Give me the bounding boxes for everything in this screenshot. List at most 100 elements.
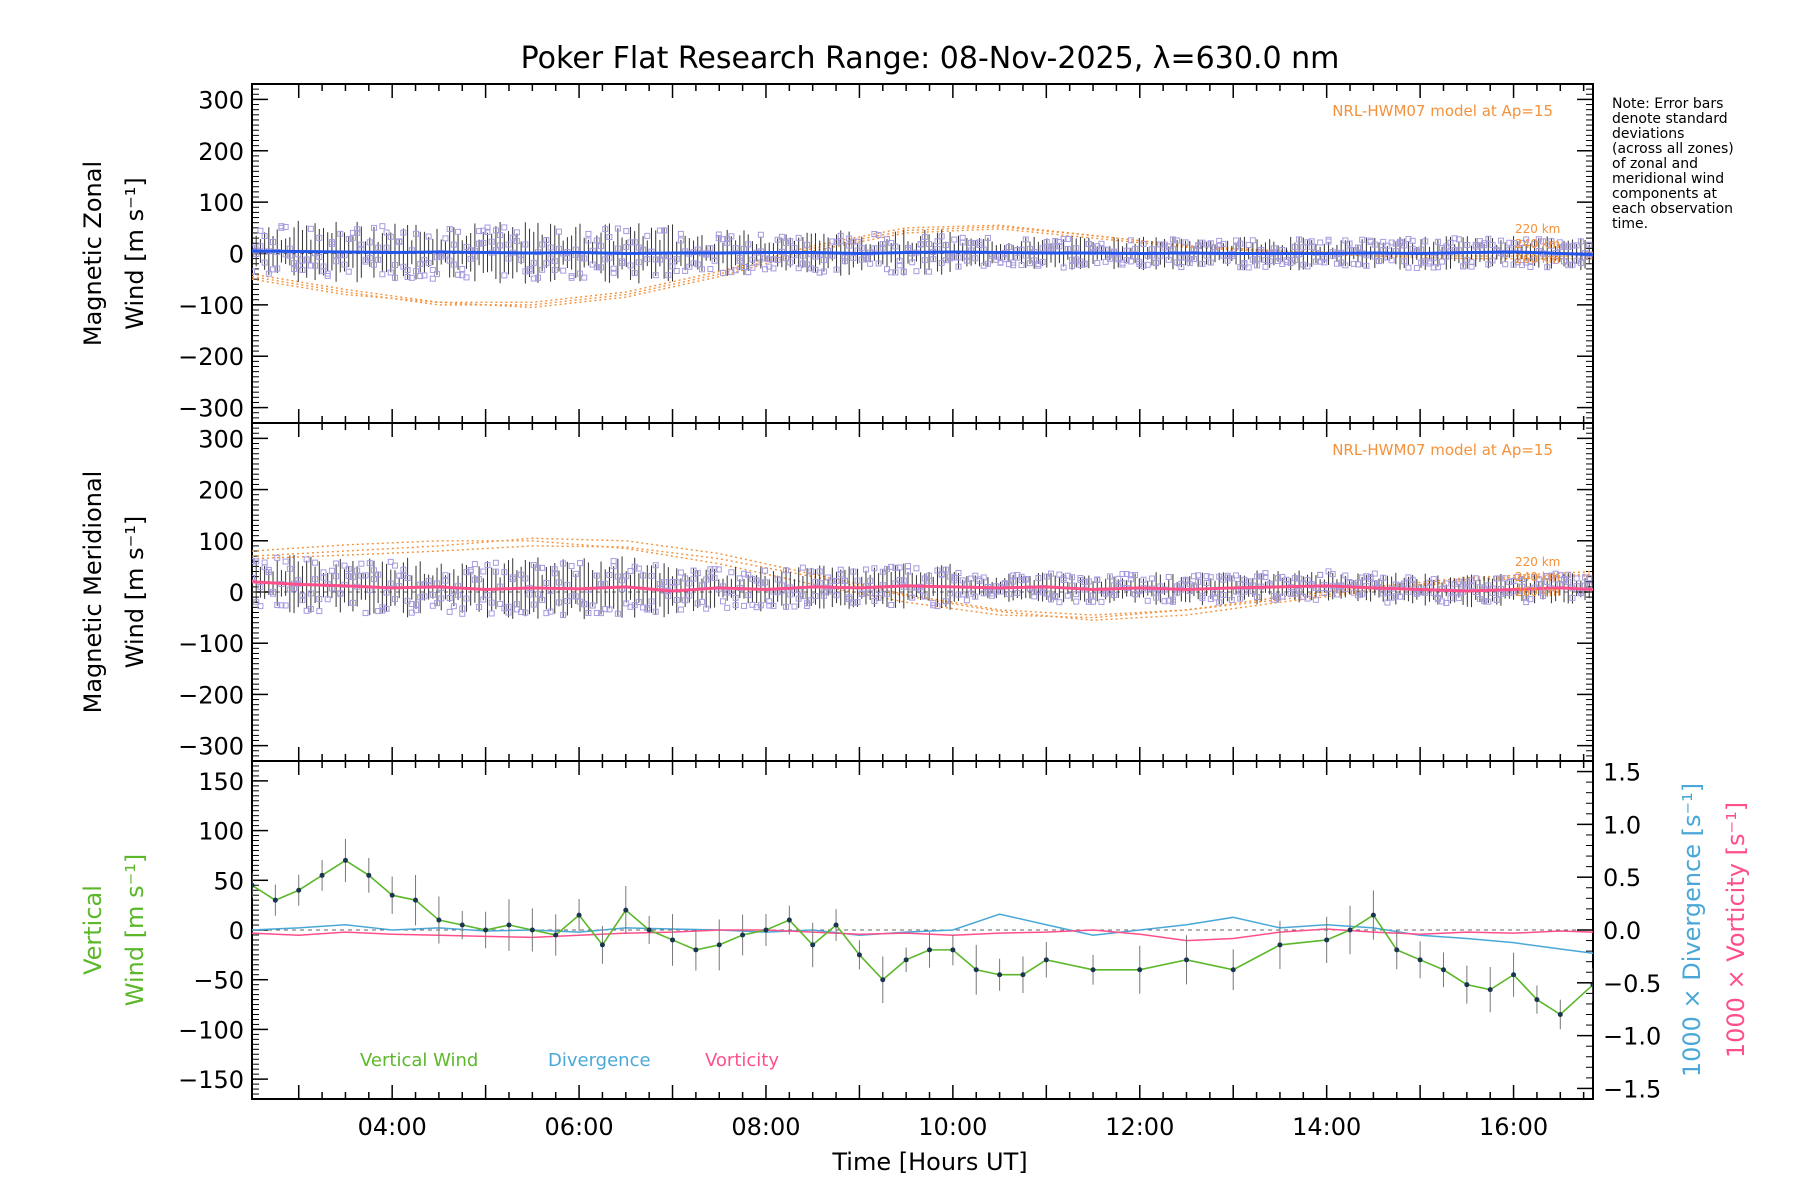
zone-wind-marker bbox=[976, 241, 983, 248]
zone-wind-marker bbox=[972, 240, 979, 247]
zone-wind-marker bbox=[610, 563, 617, 570]
zone-wind-marker bbox=[959, 234, 966, 241]
zone-wind-marker bbox=[539, 241, 546, 248]
zone-wind-marker bbox=[1014, 589, 1021, 596]
vertical-wind-point bbox=[1557, 1012, 1563, 1017]
zone-wind-marker bbox=[450, 241, 457, 248]
zone-wind-marker bbox=[1434, 238, 1441, 245]
y2-tick-label: 1.5 bbox=[1603, 759, 1641, 787]
zone-wind-marker bbox=[871, 231, 878, 238]
vertical-wind-point bbox=[252, 882, 255, 888]
y-tick-label: −200 bbox=[178, 681, 244, 709]
zone-wind-marker bbox=[1254, 255, 1261, 262]
zone-wind-marker bbox=[892, 243, 899, 250]
zone-wind-marker bbox=[476, 576, 483, 583]
zone-wind-marker bbox=[707, 573, 714, 580]
zone-wind-marker bbox=[480, 239, 487, 246]
zone-wind-marker bbox=[543, 237, 550, 244]
zone-wind-marker bbox=[252, 574, 255, 581]
zone-wind-marker bbox=[1174, 259, 1181, 266]
zone-wind-marker bbox=[833, 578, 840, 585]
zone-wind-marker bbox=[1203, 241, 1210, 248]
zone-wind-marker bbox=[1064, 572, 1071, 579]
zone-wind-marker bbox=[1195, 572, 1202, 579]
zone-wind-marker bbox=[677, 606, 684, 613]
zone-wind-marker bbox=[930, 256, 937, 263]
zone-wind-marker bbox=[526, 591, 533, 598]
zone-wind-marker bbox=[913, 268, 920, 275]
zone-wind-marker bbox=[829, 238, 836, 245]
zone-wind-marker bbox=[858, 256, 865, 263]
zone-wind-marker bbox=[606, 606, 613, 613]
zone-wind-marker bbox=[736, 257, 743, 264]
zone-wind-marker bbox=[909, 594, 916, 601]
zone-wind-marker bbox=[577, 270, 584, 277]
zone-wind-marker bbox=[1354, 592, 1361, 599]
vertical-wind-point bbox=[880, 977, 886, 983]
zone-wind-marker bbox=[1262, 256, 1269, 263]
plot-area bbox=[252, 838, 1593, 1030]
zone-wind-marker bbox=[539, 564, 546, 571]
zone-wind-marker bbox=[707, 566, 714, 573]
zone-wind-marker bbox=[715, 231, 722, 238]
zone-wind-marker bbox=[951, 574, 958, 581]
zone-wind-marker bbox=[446, 594, 453, 601]
zone-wind-marker bbox=[1182, 239, 1189, 246]
vertical-wind-point bbox=[833, 922, 839, 928]
zone-wind-marker bbox=[984, 234, 991, 241]
zone-wind-marker bbox=[513, 601, 520, 608]
zone-wind-marker bbox=[627, 567, 634, 574]
zone-wind-marker bbox=[1296, 575, 1303, 582]
vertical-wind-point bbox=[997, 972, 1003, 978]
zone-wind-marker bbox=[581, 255, 588, 262]
zone-wind-marker bbox=[316, 253, 323, 260]
zone-wind-marker bbox=[690, 260, 697, 267]
zone-wind-marker bbox=[1388, 239, 1395, 246]
zone-wind-marker bbox=[972, 593, 979, 600]
zone-wind-marker bbox=[387, 233, 394, 240]
zone-wind-marker bbox=[677, 230, 684, 237]
zone-wind-marker bbox=[1468, 259, 1475, 266]
zone-wind-marker bbox=[694, 570, 701, 577]
zone-wind-marker bbox=[568, 593, 575, 600]
zone-wind-marker bbox=[883, 266, 890, 273]
zone-wind-marker bbox=[791, 603, 798, 610]
zone-wind-marker bbox=[1052, 594, 1059, 601]
zone-wind-marker bbox=[391, 562, 398, 569]
x-tick-label: 08:00 bbox=[731, 1113, 800, 1141]
zone-wind-marker bbox=[875, 260, 882, 267]
zone-wind-marker bbox=[1241, 588, 1248, 595]
zone-wind-marker bbox=[572, 593, 579, 600]
zone-wind-marker bbox=[955, 591, 962, 598]
vertical-wind-point bbox=[296, 887, 302, 893]
zone-wind-marker bbox=[766, 602, 773, 609]
zone-wind-marker bbox=[1439, 598, 1446, 605]
vertical-wind-point bbox=[1324, 937, 1330, 943]
zone-wind-marker bbox=[270, 238, 277, 245]
zone-wind-marker bbox=[455, 271, 462, 278]
zone-wind-marker bbox=[606, 233, 613, 240]
zone-wind-marker bbox=[661, 579, 668, 586]
zone-wind-marker bbox=[1064, 592, 1071, 599]
zone-wind-marker bbox=[543, 579, 550, 586]
zone-wind-marker bbox=[1531, 574, 1538, 581]
zone-wind-marker bbox=[627, 262, 634, 269]
zone-wind-marker bbox=[1586, 241, 1593, 248]
legend-entry: Divergence bbox=[548, 1050, 651, 1071]
zone-wind-marker bbox=[362, 610, 369, 617]
model-altitude-label: 220 km bbox=[1515, 555, 1560, 569]
zone-wind-marker bbox=[686, 580, 693, 587]
zone-wind-marker bbox=[425, 577, 432, 584]
zone-wind-marker bbox=[1270, 596, 1277, 603]
zone-wind-marker bbox=[261, 559, 268, 566]
zone-wind-marker bbox=[1317, 571, 1324, 578]
zone-wind-marker bbox=[1237, 595, 1244, 602]
zone-wind-marker bbox=[345, 268, 352, 275]
y-tick-label: −100 bbox=[178, 292, 244, 320]
zone-wind-marker bbox=[841, 254, 848, 261]
note-line: of zonal and bbox=[1612, 156, 1698, 172]
y-tick-label: 200 bbox=[198, 477, 244, 505]
zone-wind-marker bbox=[1195, 243, 1202, 250]
zone-wind-marker bbox=[551, 266, 558, 273]
zone-wind-marker bbox=[1485, 235, 1492, 242]
